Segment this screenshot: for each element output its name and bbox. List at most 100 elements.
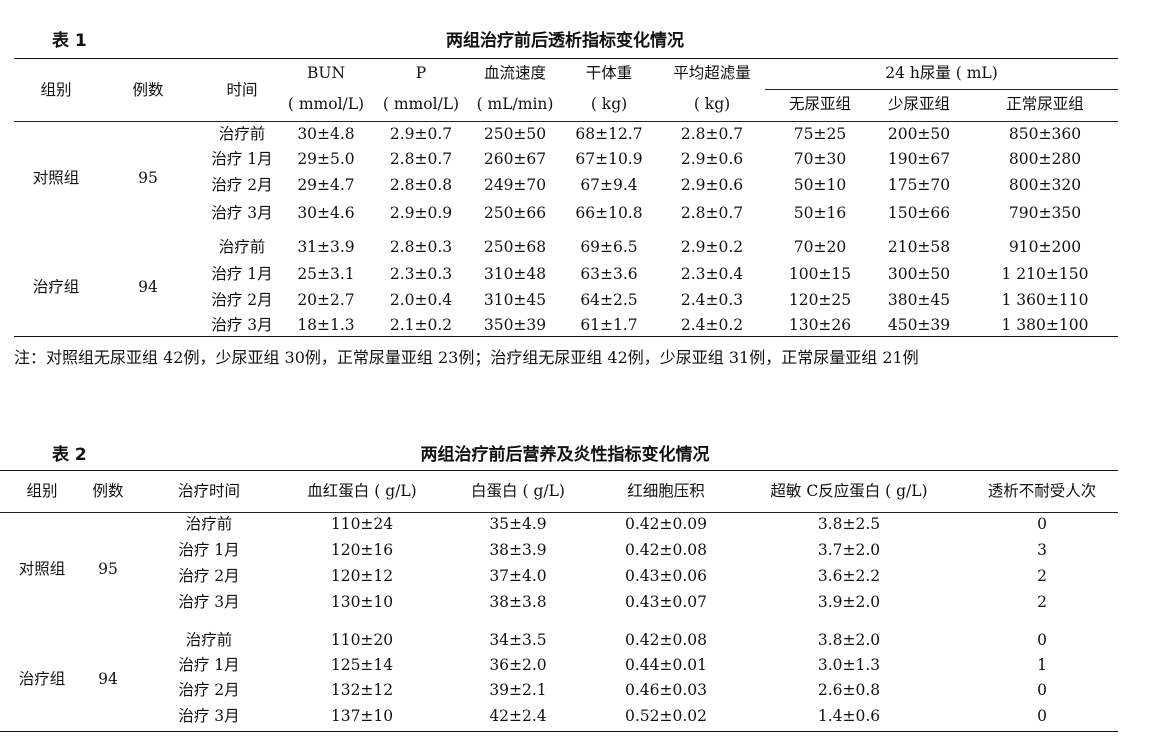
t1-cell-dry: 61±1.7 bbox=[580, 316, 638, 334]
t1-cell-time: 治疗前 bbox=[218, 125, 266, 143]
t1-cell-normal: 1 380±100 bbox=[1001, 316, 1089, 334]
t2-cell-hscrp: 3.9±2.0 bbox=[817, 593, 881, 611]
t1-header-uf-unit: ( kg) bbox=[693, 95, 731, 113]
t1-header-sub1: 无尿亚组 bbox=[788, 95, 851, 113]
t2-header-hematocrit: 红细胞压积 bbox=[627, 482, 705, 500]
t2-cell-hemoglobin: 132±12 bbox=[330, 681, 394, 699]
t1-cell-p: 2.8±0.8 bbox=[389, 176, 453, 194]
t2-cell-hemoglobin: 110±24 bbox=[330, 515, 394, 533]
t2-group-name: 对照组 bbox=[18, 560, 66, 578]
t2-cell-time: 治疗 3月 bbox=[178, 593, 240, 611]
t1-cell-p: 2.1±0.2 bbox=[389, 316, 453, 334]
t2-cell-intolerance: 0 bbox=[1037, 631, 1047, 649]
t1-cell-uf: 2.4±0.3 bbox=[680, 291, 744, 309]
t1-header-group: 组别 bbox=[40, 81, 72, 99]
t2-cell-intolerance: 3 bbox=[1037, 541, 1047, 559]
t2-cell-hematocrit: 0.43±0.07 bbox=[624, 593, 707, 611]
t1-cell-p: 2.3±0.3 bbox=[389, 265, 453, 283]
t2-cell-intolerance: 1 bbox=[1037, 656, 1047, 674]
t1-cell-flow: 250±66 bbox=[483, 204, 547, 222]
t2-cell-hematocrit: 0.42±0.08 bbox=[624, 541, 707, 559]
t1-header-p: P bbox=[415, 64, 427, 82]
t1-cell-normal: 910±200 bbox=[1008, 238, 1082, 256]
t1-cell-normal: 800±320 bbox=[1008, 176, 1082, 194]
t1-cell-normal: 850±360 bbox=[1008, 125, 1082, 143]
t2-header-albumin: 白蛋白 ( g/L) bbox=[471, 482, 565, 500]
t2-cell-hematocrit: 0.44±0.01 bbox=[624, 656, 707, 674]
t1-header-uf: 平均超滤量 bbox=[673, 64, 751, 82]
t1-cell-oliguria: 380±45 bbox=[887, 291, 951, 309]
t1-cell-oliguria: 300±50 bbox=[887, 265, 951, 283]
t1-header-p-unit: ( mmol/L) bbox=[382, 95, 460, 113]
t1-cell-normal: 1 360±110 bbox=[1001, 291, 1089, 309]
t2-group-count: 95 bbox=[98, 560, 118, 578]
t1-cell-p: 2.0±0.4 bbox=[389, 291, 453, 309]
table1-top-rule bbox=[14, 58, 1118, 59]
t1-cell-oliguria: 190±67 bbox=[887, 150, 951, 168]
t2-cell-hemoglobin: 120±16 bbox=[330, 541, 394, 559]
t2-cell-hemoglobin: 120±12 bbox=[330, 567, 394, 585]
t2-cell-albumin: 35±4.9 bbox=[489, 515, 547, 533]
t2-cell-hemoglobin: 110±20 bbox=[330, 631, 394, 649]
t2-cell-hematocrit: 0.52±0.02 bbox=[624, 707, 707, 725]
t1-cell-normal: 790±350 bbox=[1008, 204, 1082, 222]
t1-cell-flow: 250±68 bbox=[483, 238, 547, 256]
t1-cell-oliguria: 150±66 bbox=[887, 204, 951, 222]
t2-header-hscrp: 超敏 C反应蛋白 ( g/L) bbox=[770, 482, 928, 500]
t2-cell-hemoglobin: 125±14 bbox=[330, 656, 394, 674]
t1-cell-bun: 31±3.9 bbox=[297, 238, 355, 256]
t1-cell-time: 治疗 3月 bbox=[211, 316, 273, 334]
t1-cell-p: 2.9±0.9 bbox=[389, 204, 453, 222]
t1-header-urine: 24 h尿量 ( mL) bbox=[885, 64, 998, 82]
t1-cell-uf: 2.8±0.7 bbox=[680, 125, 744, 143]
t2-cell-hematocrit: 0.46±0.03 bbox=[624, 681, 707, 699]
t1-cell-normal: 800±280 bbox=[1008, 150, 1082, 168]
t2-cell-time: 治疗 1月 bbox=[178, 541, 240, 559]
t2-cell-albumin: 37±4.0 bbox=[489, 567, 547, 585]
t1-cell-bun: 30±4.6 bbox=[297, 204, 355, 222]
t2-cell-hscrp: 1.4±0.6 bbox=[817, 707, 881, 725]
table2-bottom-rule bbox=[0, 731, 1118, 732]
t1-header-flow-unit: ( mL/min) bbox=[476, 95, 554, 113]
table2-label: 表 2 bbox=[52, 445, 87, 465]
t1-cell-oliguria: 175±70 bbox=[887, 176, 951, 194]
t1-cell-anuria: 50±10 bbox=[793, 176, 847, 194]
t1-cell-dry: 63±3.6 bbox=[580, 265, 638, 283]
t1-cell-flow: 310±45 bbox=[483, 291, 547, 309]
t1-cell-flow: 350±39 bbox=[483, 316, 547, 334]
t1-cell-flow: 260±67 bbox=[483, 150, 547, 168]
t2-cell-albumin: 36±2.0 bbox=[489, 656, 547, 674]
t1-cell-oliguria: 200±50 bbox=[887, 125, 951, 143]
t1-group-count: 94 bbox=[138, 278, 158, 296]
t2-cell-time: 治疗 1月 bbox=[178, 656, 240, 674]
t2-cell-time: 治疗 2月 bbox=[178, 567, 240, 585]
t1-header-time: 时间 bbox=[226, 81, 258, 99]
t1-group-name: 对照组 bbox=[32, 169, 80, 187]
t1-header-sub3: 正常尿亚组 bbox=[1006, 95, 1084, 113]
t2-header-hemoglobin: 血红蛋白 ( g/L) bbox=[307, 482, 417, 500]
t1-header-count: 例数 bbox=[132, 81, 164, 99]
t2-cell-hscrp: 3.8±2.5 bbox=[817, 515, 881, 533]
t2-cell-albumin: 39±2.1 bbox=[489, 681, 547, 699]
t1-cell-anuria: 70±30 bbox=[793, 150, 847, 168]
t2-cell-time: 治疗前 bbox=[185, 631, 233, 649]
t2-group-count: 94 bbox=[98, 670, 118, 688]
t1-cell-bun: 25±3.1 bbox=[297, 265, 355, 283]
t1-cell-p: 2.8±0.3 bbox=[389, 238, 453, 256]
t2-header-count: 例数 bbox=[92, 482, 124, 500]
t1-header-bun-unit: ( mmol/L) bbox=[287, 95, 365, 113]
t2-cell-time: 治疗 3月 bbox=[178, 707, 240, 725]
t2-header-intolerance: 透析不耐受人次 bbox=[987, 482, 1097, 500]
t2-cell-hscrp: 3.6±2.2 bbox=[817, 567, 881, 585]
t2-cell-time: 治疗前 bbox=[185, 515, 233, 533]
t1-cell-time: 治疗 1月 bbox=[211, 150, 273, 168]
t1-cell-uf: 2.9±0.2 bbox=[680, 238, 744, 256]
t1-cell-dry: 67±10.9 bbox=[575, 150, 643, 168]
t2-cell-hscrp: 2.6±0.8 bbox=[817, 681, 881, 699]
t2-cell-hscrp: 3.7±2.0 bbox=[817, 541, 881, 559]
t1-cell-dry: 67±9.4 bbox=[580, 176, 638, 194]
t1-cell-uf: 2.9±0.6 bbox=[680, 176, 744, 194]
t1-header-sub2: 少尿亚组 bbox=[887, 95, 950, 113]
t2-cell-intolerance: 2 bbox=[1037, 567, 1047, 585]
t2-cell-intolerance: 2 bbox=[1037, 593, 1047, 611]
